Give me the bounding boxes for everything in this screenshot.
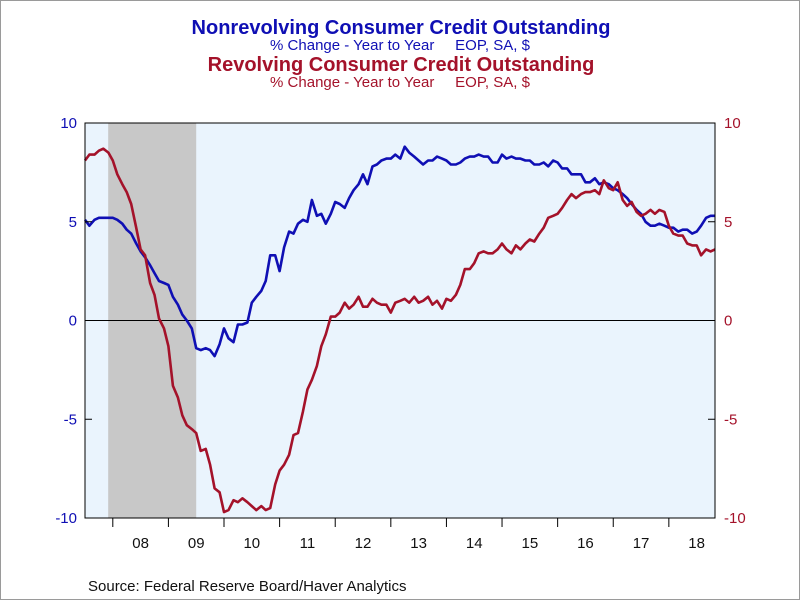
x-tick-label: 18	[688, 535, 705, 552]
y-tick-label-right: -5	[724, 411, 737, 428]
x-tick-label: 15	[521, 535, 538, 552]
series-line-revolving	[83, 147, 716, 514]
subtitle-revolving: % Change - Year to Year EOP, SA, $	[270, 74, 530, 91]
title-nonrevolving: Nonrevolving Consumer Credit Outstanding	[191, 17, 611, 39]
x-tick-label: 14	[466, 535, 483, 552]
subtitle-nonrevolving: % Change - Year to Year EOP, SA, $	[270, 37, 530, 54]
y-tick-label-left: 0	[69, 313, 77, 330]
x-tick-label: 13	[410, 535, 427, 552]
x-tick-label: 08	[132, 535, 149, 552]
source-note: Source: Federal Reserve Board/Haver Anal…	[88, 578, 407, 595]
x-tick-label: 09	[188, 535, 205, 552]
x-tick-label: 17	[633, 535, 650, 552]
x-tick-label: 10	[243, 535, 260, 552]
x-tick-label: 12	[355, 535, 372, 552]
y-tick-label-left: 5	[69, 214, 77, 231]
y-tick-label-right: -10	[724, 510, 746, 527]
y-tick-label-left: -10	[55, 510, 77, 527]
x-tick-label: 16	[577, 535, 594, 552]
y-tick-label-right: 10	[724, 115, 741, 132]
y-tick-label-right: 5	[724, 214, 732, 231]
y-tick-label-right: 0	[724, 313, 732, 330]
y-tick-label-left: -5	[64, 411, 77, 428]
series-line-nonrevolving	[83, 145, 715, 358]
x-tick-label: 11	[300, 535, 316, 552]
chart-titles: Nonrevolving Consumer Credit Outstanding…	[0, 18, 800, 91]
y-tick-label-left: 10	[60, 115, 77, 132]
title-revolving: Revolving Consumer Credit Outstanding	[207, 54, 595, 76]
